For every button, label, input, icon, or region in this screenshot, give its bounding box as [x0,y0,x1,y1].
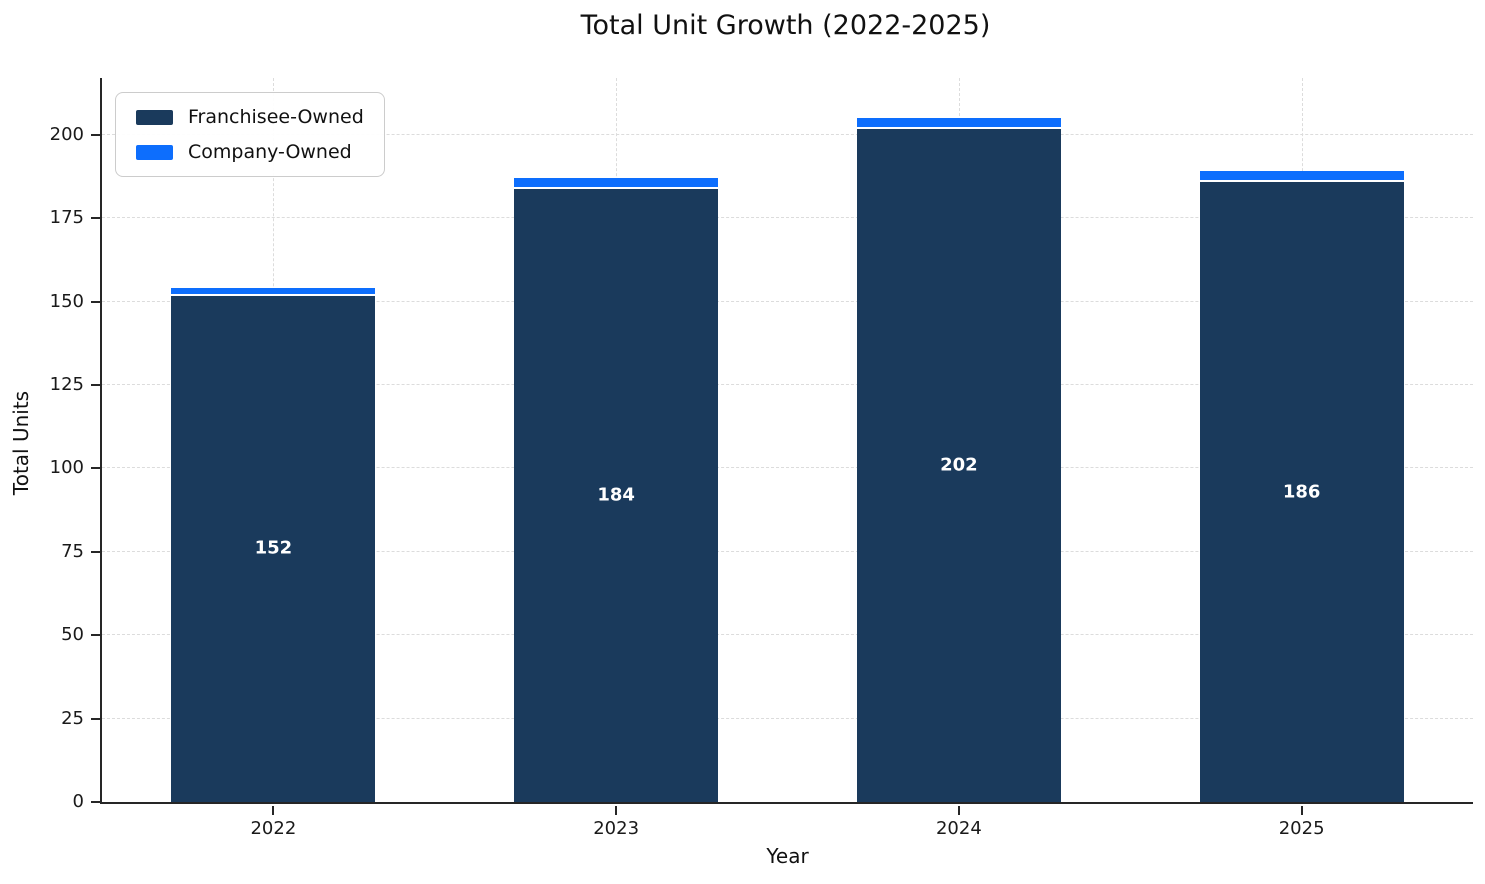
plot-area: Franchisee-Owned Company-Owned Year 0 25 5… [50,78,1473,868]
x-axis-label: Year [766,844,809,868]
bar-2024-company-owned [856,118,1061,129]
bar-2022-franchisee-owned [171,294,376,802]
y-tick-label: 100 [49,457,84,479]
bar-edge-separator [856,127,1061,130]
x-tick-mark [957,806,960,815]
franchisee-owned-swatch-icon [136,109,173,125]
bar-value-label-2024: 202 [940,454,978,476]
y-tick-label: 150 [49,290,84,312]
y-tick-label: 0 [72,791,84,812]
y-tick-mark [91,383,100,386]
bar-value-label-2025: 186 [1282,481,1321,503]
bar-edge-separator [171,293,376,296]
x-tick-label-2023: 2023 [593,818,640,839]
legend-item-franchisee-owned: Franchisee-Owned [136,106,364,128]
x-tick-mark [1300,806,1303,815]
bar-edge-separator [514,187,719,190]
bar-edge-separator [1199,180,1404,183]
y-tick-label: 25 [61,707,84,729]
bar-value-label-2023: 184 [597,484,635,506]
bar-2025-franchisee-owned [1199,181,1404,802]
x-tick-mark [272,806,275,815]
y-tick-label: 175 [49,207,84,229]
y-tick-mark [91,550,100,553]
x-tick-label-2025: 2025 [1278,818,1325,839]
y-tick-mark [91,634,100,637]
bar-2023-franchisee-owned [514,188,719,802]
bar-2024-franchisee-owned [856,128,1061,802]
y-gridline [102,717,1473,719]
y-gridline [102,383,1473,385]
y-gridline [102,300,1473,302]
y-gridline [102,217,1473,219]
legend-item-company-owned: Company-Owned [136,141,364,163]
company-owned-swatch-icon [136,144,173,160]
bar-value-label-2022: 152 [254,537,293,559]
chart-title: Total Unit Growth (2022-2025) [580,10,991,41]
bar-2025-company-owned [1199,171,1404,182]
x-tick-label-2024: 2024 [935,818,982,839]
y-tick-label: 50 [61,624,84,646]
bar-2023-company-owned [514,178,719,189]
y-gridline [102,133,1473,135]
legend-label: Franchisee-Owned [188,106,364,128]
legend: Franchisee-Owned Company-Owned [115,92,385,177]
y-gridline [102,634,1473,636]
y-tick-mark [91,300,100,303]
y-gridline [102,550,1473,552]
y-tick-mark [91,217,100,220]
y-tick-label: 125 [49,373,84,395]
y-gridline [102,467,1473,469]
legend-label: Company-Owned [188,141,352,163]
y-tick-mark [91,467,100,470]
x-tick-mark [615,806,618,815]
y-tick-mark [91,801,100,803]
y-tick-label: 200 [49,123,84,145]
y-tick-label: 75 [61,540,84,562]
bar-2022-company-owned [171,288,376,295]
y-tick-mark [91,133,100,136]
x-tick-label-2022: 2022 [250,818,297,839]
y-tick-mark [91,717,100,720]
